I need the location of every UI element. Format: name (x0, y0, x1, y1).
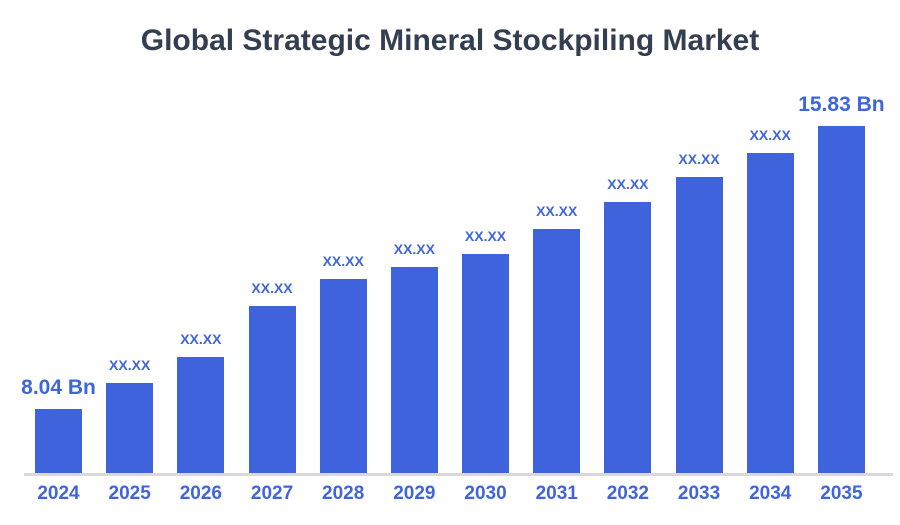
x-axis-label: 2025 (106, 483, 153, 505)
bar-value-label: XX.XX (749, 127, 791, 144)
bar-value-label: XX.XX (678, 151, 720, 168)
bar-value-label: XX.XX (322, 253, 364, 270)
x-axis-labels: 2024 2025 2026 2027 2028 2029 2030 2031 2032 2033… (35, 483, 865, 505)
bar-value-label: XX.XX (536, 203, 578, 220)
bar-2033: XX.XX (675, 152, 723, 473)
bar-2034: XX.XX (746, 128, 794, 473)
bar-value-label: XX.XX (109, 357, 151, 374)
x-axis-label: 2031 (533, 483, 580, 505)
x-axis-line (24, 473, 893, 476)
x-axis-label: 2035 (818, 483, 865, 505)
bar-value-label: 8.04 Bn (21, 375, 96, 399)
x-axis-label: 2034 (747, 483, 794, 505)
x-axis-label: 2030 (462, 483, 509, 505)
bar-2030: XX.XX (462, 229, 510, 473)
x-axis-label: 2026 (177, 483, 224, 505)
x-axis-label: 2024 (35, 483, 82, 505)
x-axis-label: 2032 (604, 483, 651, 505)
year-label-text: 2027 (250, 483, 294, 504)
year-label-text: 2032 (606, 483, 650, 504)
x-axis-label: 2027 (249, 483, 296, 505)
bar-2027: XX.XX (248, 281, 296, 473)
year-label-text: 2031 (535, 483, 578, 504)
x-axis-label: 2029 (391, 483, 438, 505)
bar-2028: XX.XX (319, 254, 367, 473)
year-label-text: 2033 (677, 483, 721, 504)
bar-value-label: XX.XX (393, 241, 435, 258)
year-label-text: 2034 (749, 483, 792, 504)
bars-container: 8.04 Bn XX.XX XX.XX XX.XX XX.XX XX.XX XX.XX XX.… (21, 93, 885, 473)
bar-value-label: XX.XX (180, 331, 222, 348)
bar-value-label: XX.XX (607, 176, 649, 193)
bar-2031: XX.XX (533, 204, 581, 473)
year-label-text: 2024 (37, 483, 80, 504)
year-label-text: 2025 (108, 483, 151, 504)
year-label-text: 2028 (322, 483, 365, 504)
year-label-text: 2035 (820, 483, 863, 504)
bar-value-label: XX.XX (464, 228, 507, 245)
bar-2026: XX.XX (177, 332, 225, 473)
x-axis-label: 2033 (676, 483, 723, 505)
bar-2025: XX.XX (106, 358, 154, 473)
bar-value-label: 15.83 Bn (798, 92, 885, 116)
year-label-text: 2029 (393, 483, 436, 504)
year-label-text: 2026 (179, 483, 222, 504)
bar-2029: XX.XX (390, 242, 438, 473)
bar-value-label: XX.XX (251, 280, 293, 297)
bar-2035: 15.83 Bn (798, 93, 885, 473)
bar-2032: XX.XX (604, 177, 652, 473)
x-axis-label: 2028 (320, 483, 367, 505)
bar-2024: 8.04 Bn (21, 376, 96, 473)
chart-title: Global Strategic Mineral Stockpiling Mar… (140, 24, 760, 57)
year-label-text: 2030 (464, 483, 507, 504)
